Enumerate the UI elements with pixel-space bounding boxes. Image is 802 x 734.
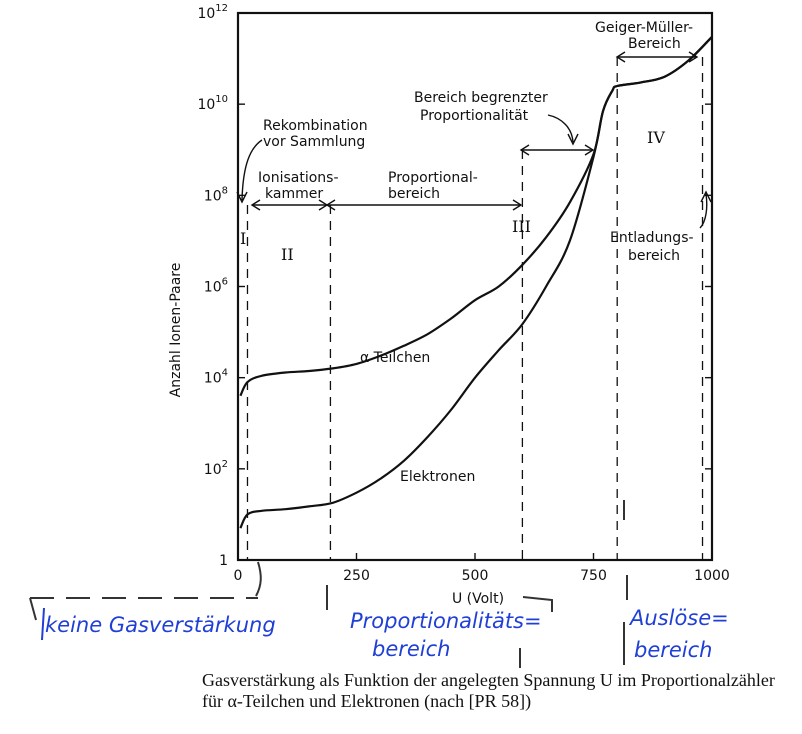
annotation-proportionalbereich-2: bereich	[388, 186, 440, 202]
entladung-arrow	[699, 193, 708, 229]
y-tick-label: 104	[204, 368, 228, 387]
handwritten-keine-gasverstaerkung: keine Gasverstärkung	[45, 613, 276, 637]
begrenzt-arrowhead	[567, 133, 579, 146]
x-tick-label: 0	[234, 568, 243, 584]
annotation-rekombination-1: Rekombination	[263, 118, 368, 134]
annotation-begrenzt-2: Proportionalität	[420, 108, 529, 124]
pencil-marks	[29, 500, 628, 668]
annotation-geiger-1: Geiger-Müller-	[595, 20, 693, 36]
x-tick-label: 750	[580, 568, 607, 584]
x-tick-label: 250	[343, 568, 370, 584]
x-tick-label: 500	[462, 568, 489, 584]
region-I: I	[240, 229, 246, 248]
y-axis-ticks: 1 102 104 106 108 1010 1012	[197, 3, 712, 569]
annotation-ionisationskammer-1: Ionisations-	[258, 170, 339, 186]
y-tick-label: 106	[204, 277, 228, 296]
annotation-entladung-2: bereich	[628, 248, 680, 264]
series-alpha-label: α Teilchen	[360, 350, 430, 366]
annotation-ionisationskammer-2: kammer	[265, 186, 323, 202]
begrenzt-arrow	[547, 114, 574, 143]
annotation-entladung-1: Entladungs-	[610, 230, 694, 246]
entladung-arrowhead	[700, 190, 712, 203]
x-tick-label: 1000	[694, 568, 730, 584]
series-electron-label: Elektronen	[400, 469, 475, 485]
rekombination-arrow	[241, 139, 263, 201]
handwritten-bereich-2: bereich	[634, 638, 713, 662]
region-II: II	[281, 245, 294, 264]
y-tick-label: 108	[204, 185, 228, 204]
range-arrows	[250, 51, 699, 211]
y-tick-label: 102	[204, 459, 228, 478]
y-tick-label: 1012	[197, 3, 228, 22]
handwritten-bracket-left	[41, 607, 45, 641]
x-axis-ticks: 0 250 500 750 1000	[234, 553, 730, 584]
handwritten-ausloese: Auslöse=	[628, 606, 729, 630]
annotation-begrenzt-1: Bereich begrenzter	[414, 90, 548, 106]
region-IV: IV	[647, 128, 665, 147]
y-tick-label: 1010	[197, 94, 228, 113]
y-axis-label: Anzahl Ionen-Paare	[168, 263, 184, 398]
y-tick-label: 1	[219, 553, 228, 569]
figure-caption: Gasverstärkung als Funktion der angelegt…	[202, 670, 775, 711]
handwritten-bereich-1: bereich	[372, 637, 451, 661]
annotation-geiger-2: Bereich	[628, 36, 681, 52]
handwritten-proportionalitaets: Proportionalitäts=	[350, 609, 542, 633]
x-axis-label: U (Volt)	[452, 591, 504, 607]
annotation-proportionalbereich-1: Proportional-	[388, 170, 478, 186]
annotation-rekombination-2: vor Sammlung	[263, 134, 365, 150]
rekombination-arrowhead	[236, 191, 248, 204]
region-III: III	[512, 217, 531, 236]
series-electron-curve	[239, 36, 713, 529]
